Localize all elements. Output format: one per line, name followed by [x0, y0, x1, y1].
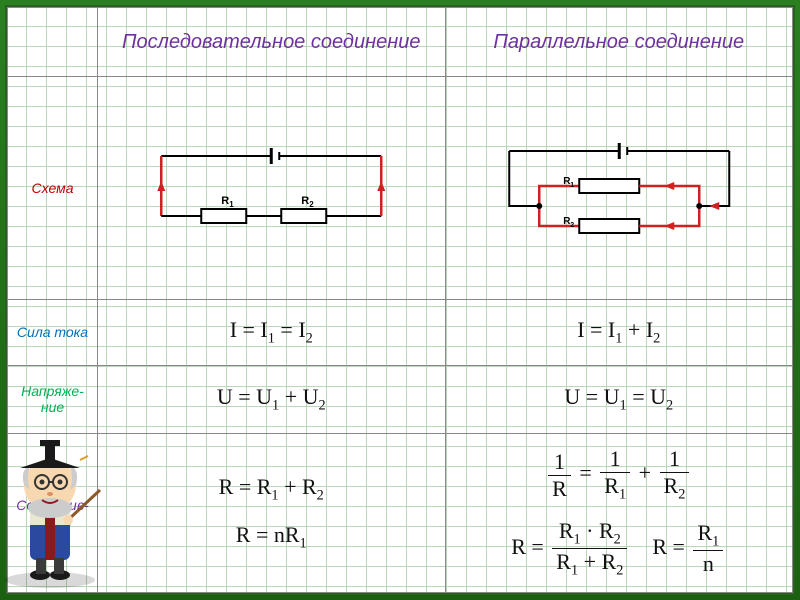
rowlabel-current: Сила тока	[8, 300, 98, 366]
grid-frame: Последовательное соединение Параллельное…	[5, 5, 795, 595]
comparison-table: Последовательное соединение Параллельное…	[7, 7, 793, 593]
rowlabel-schema: Схема	[8, 77, 98, 300]
svg-text:2: 2	[570, 222, 574, 229]
series-R-n: R = nR1	[102, 522, 441, 552]
corner-cell	[8, 8, 98, 77]
parallel-resistance-cell: 1R = 1R1 + 1R2 R = R1 · R2R1 + R2 R = R1…	[445, 434, 793, 593]
header-parallel: Параллельное соединение	[445, 8, 793, 77]
series-R-sum: R = R1 + R2	[102, 474, 441, 504]
series-voltage-formula: U = U1 + U2	[217, 384, 326, 409]
parallel-current-formula: I = I1 + I2	[577, 317, 660, 342]
header-series: Последовательное соединение	[98, 8, 446, 77]
series-circuit-diagram: R 1 R 2	[102, 126, 441, 246]
schema-row: Схема	[8, 77, 793, 300]
series-current-cell: I = I1 = I2	[98, 300, 446, 366]
header-row: Последовательное соединение Параллельное…	[8, 8, 793, 77]
parallel-circuit-diagram: R 1 R 2	[450, 126, 789, 246]
svg-text:2: 2	[309, 200, 314, 209]
parallel-voltage-formula: U = U1 = U2	[564, 384, 673, 409]
current-row: Сила тока I = I1 = I2 I = I1 + I2	[8, 300, 793, 366]
series-current-formula: I = I1 = I2	[230, 317, 313, 342]
parallel-R-product: R = R1 · R2R1 + R2 R = R1n	[450, 518, 789, 580]
svg-text:R: R	[221, 195, 229, 207]
series-resistance-cell: R = R1 + R2 R = nR1	[98, 434, 446, 593]
svg-text:R: R	[301, 195, 309, 207]
voltage-row: Напряже-ние U = U1 + U2 U = U1 = U2	[8, 365, 793, 433]
series-voltage-cell: U = U1 + U2	[98, 365, 446, 433]
parallel-voltage-cell: U = U1 = U2	[445, 365, 793, 433]
parallel-current-cell: I = I1 + I2	[445, 300, 793, 366]
series-circuit-cell: R 1 R 2	[98, 77, 446, 300]
parallel-R-reciprocal: 1R = 1R1 + 1R2	[450, 446, 789, 503]
svg-text:1: 1	[570, 182, 574, 189]
resistance-row: Сопротив-ление R = R1 + R2 R = nR1 1R = …	[8, 434, 793, 593]
professor-icon	[0, 420, 120, 590]
svg-text:1: 1	[229, 200, 234, 209]
parallel-circuit-cell: R 1 R 2	[445, 77, 793, 300]
